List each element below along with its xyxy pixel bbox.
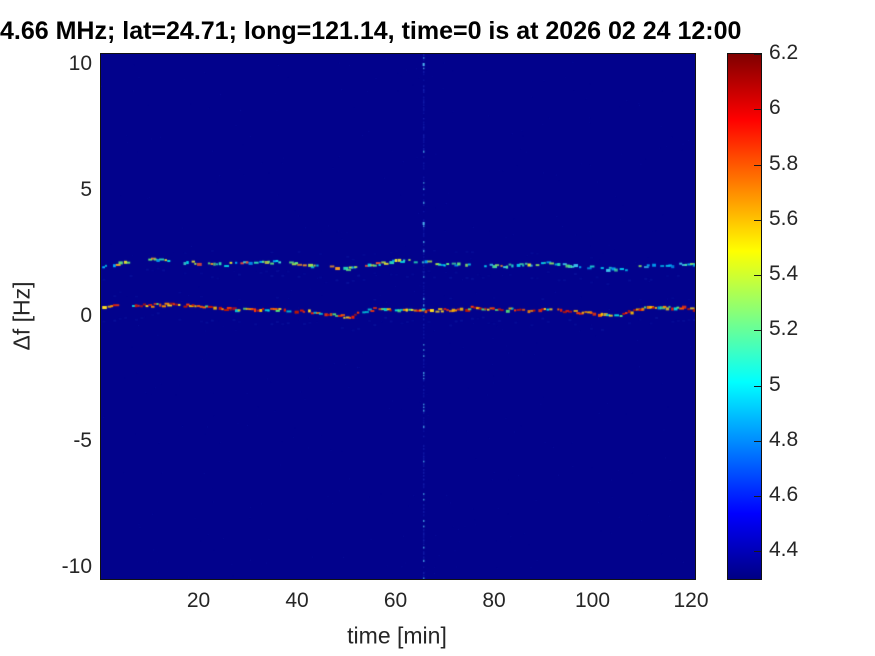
colorbar-tick-mark: [754, 440, 761, 442]
colorbar-tick-label: 4.6: [769, 483, 799, 507]
x-tick-label: 40: [285, 589, 309, 612]
colorbar-tick-label: 4.8: [769, 427, 799, 451]
colorbar-tick-label: 5: [769, 372, 781, 396]
colorbar-tick-mark: [754, 164, 761, 166]
colorbar-tick-label: 5.4: [769, 262, 799, 286]
spectrogram-heatmap: [101, 54, 695, 579]
plot-area: [100, 53, 696, 580]
y-tick-label: -10: [61, 554, 92, 578]
colorbar-tick-label: 5.8: [769, 151, 799, 175]
x-tick-label: 60: [383, 589, 408, 612]
y-tick-label: 0: [80, 303, 92, 327]
colorbar-tick-label: 6.2: [769, 41, 799, 64]
colorbar-tick-mark: [754, 551, 761, 553]
x-tick-label: 120: [673, 589, 709, 612]
x-tick-label: 100: [575, 589, 611, 612]
figure-title: 4.66 MHz; lat=24.71; long=121.14, time=0…: [0, 17, 742, 45]
y-tick-label: 10: [68, 52, 92, 76]
colorbar-tick-mark: [754, 385, 761, 387]
colorbar-tick-mark: [754, 330, 761, 332]
colorbar-tick-label: 5.2: [769, 317, 799, 341]
colorbar-tick-label: 5.6: [769, 206, 799, 230]
colorbar-tick-label: 6: [769, 96, 781, 120]
y-tick-label: -5: [73, 429, 92, 453]
colorbar-tick-label: 4.4: [769, 538, 799, 562]
colorbar-tick-mark: [754, 275, 761, 277]
colorbar-tick-mark: [754, 219, 761, 221]
colorbar-gradient: [727, 53, 762, 580]
y-tick-label: 5: [80, 177, 92, 201]
colorbar-tick-mark: [754, 496, 761, 498]
x-tick-label: 80: [482, 589, 506, 612]
x-axis-label: time [min]: [347, 622, 447, 649]
colorbar-tick-mark: [754, 54, 761, 55]
y-axis-label: Δf [Hz]: [8, 281, 35, 351]
colorbar-tick-mark: [754, 109, 761, 111]
x-tick-label: 20: [186, 589, 211, 612]
